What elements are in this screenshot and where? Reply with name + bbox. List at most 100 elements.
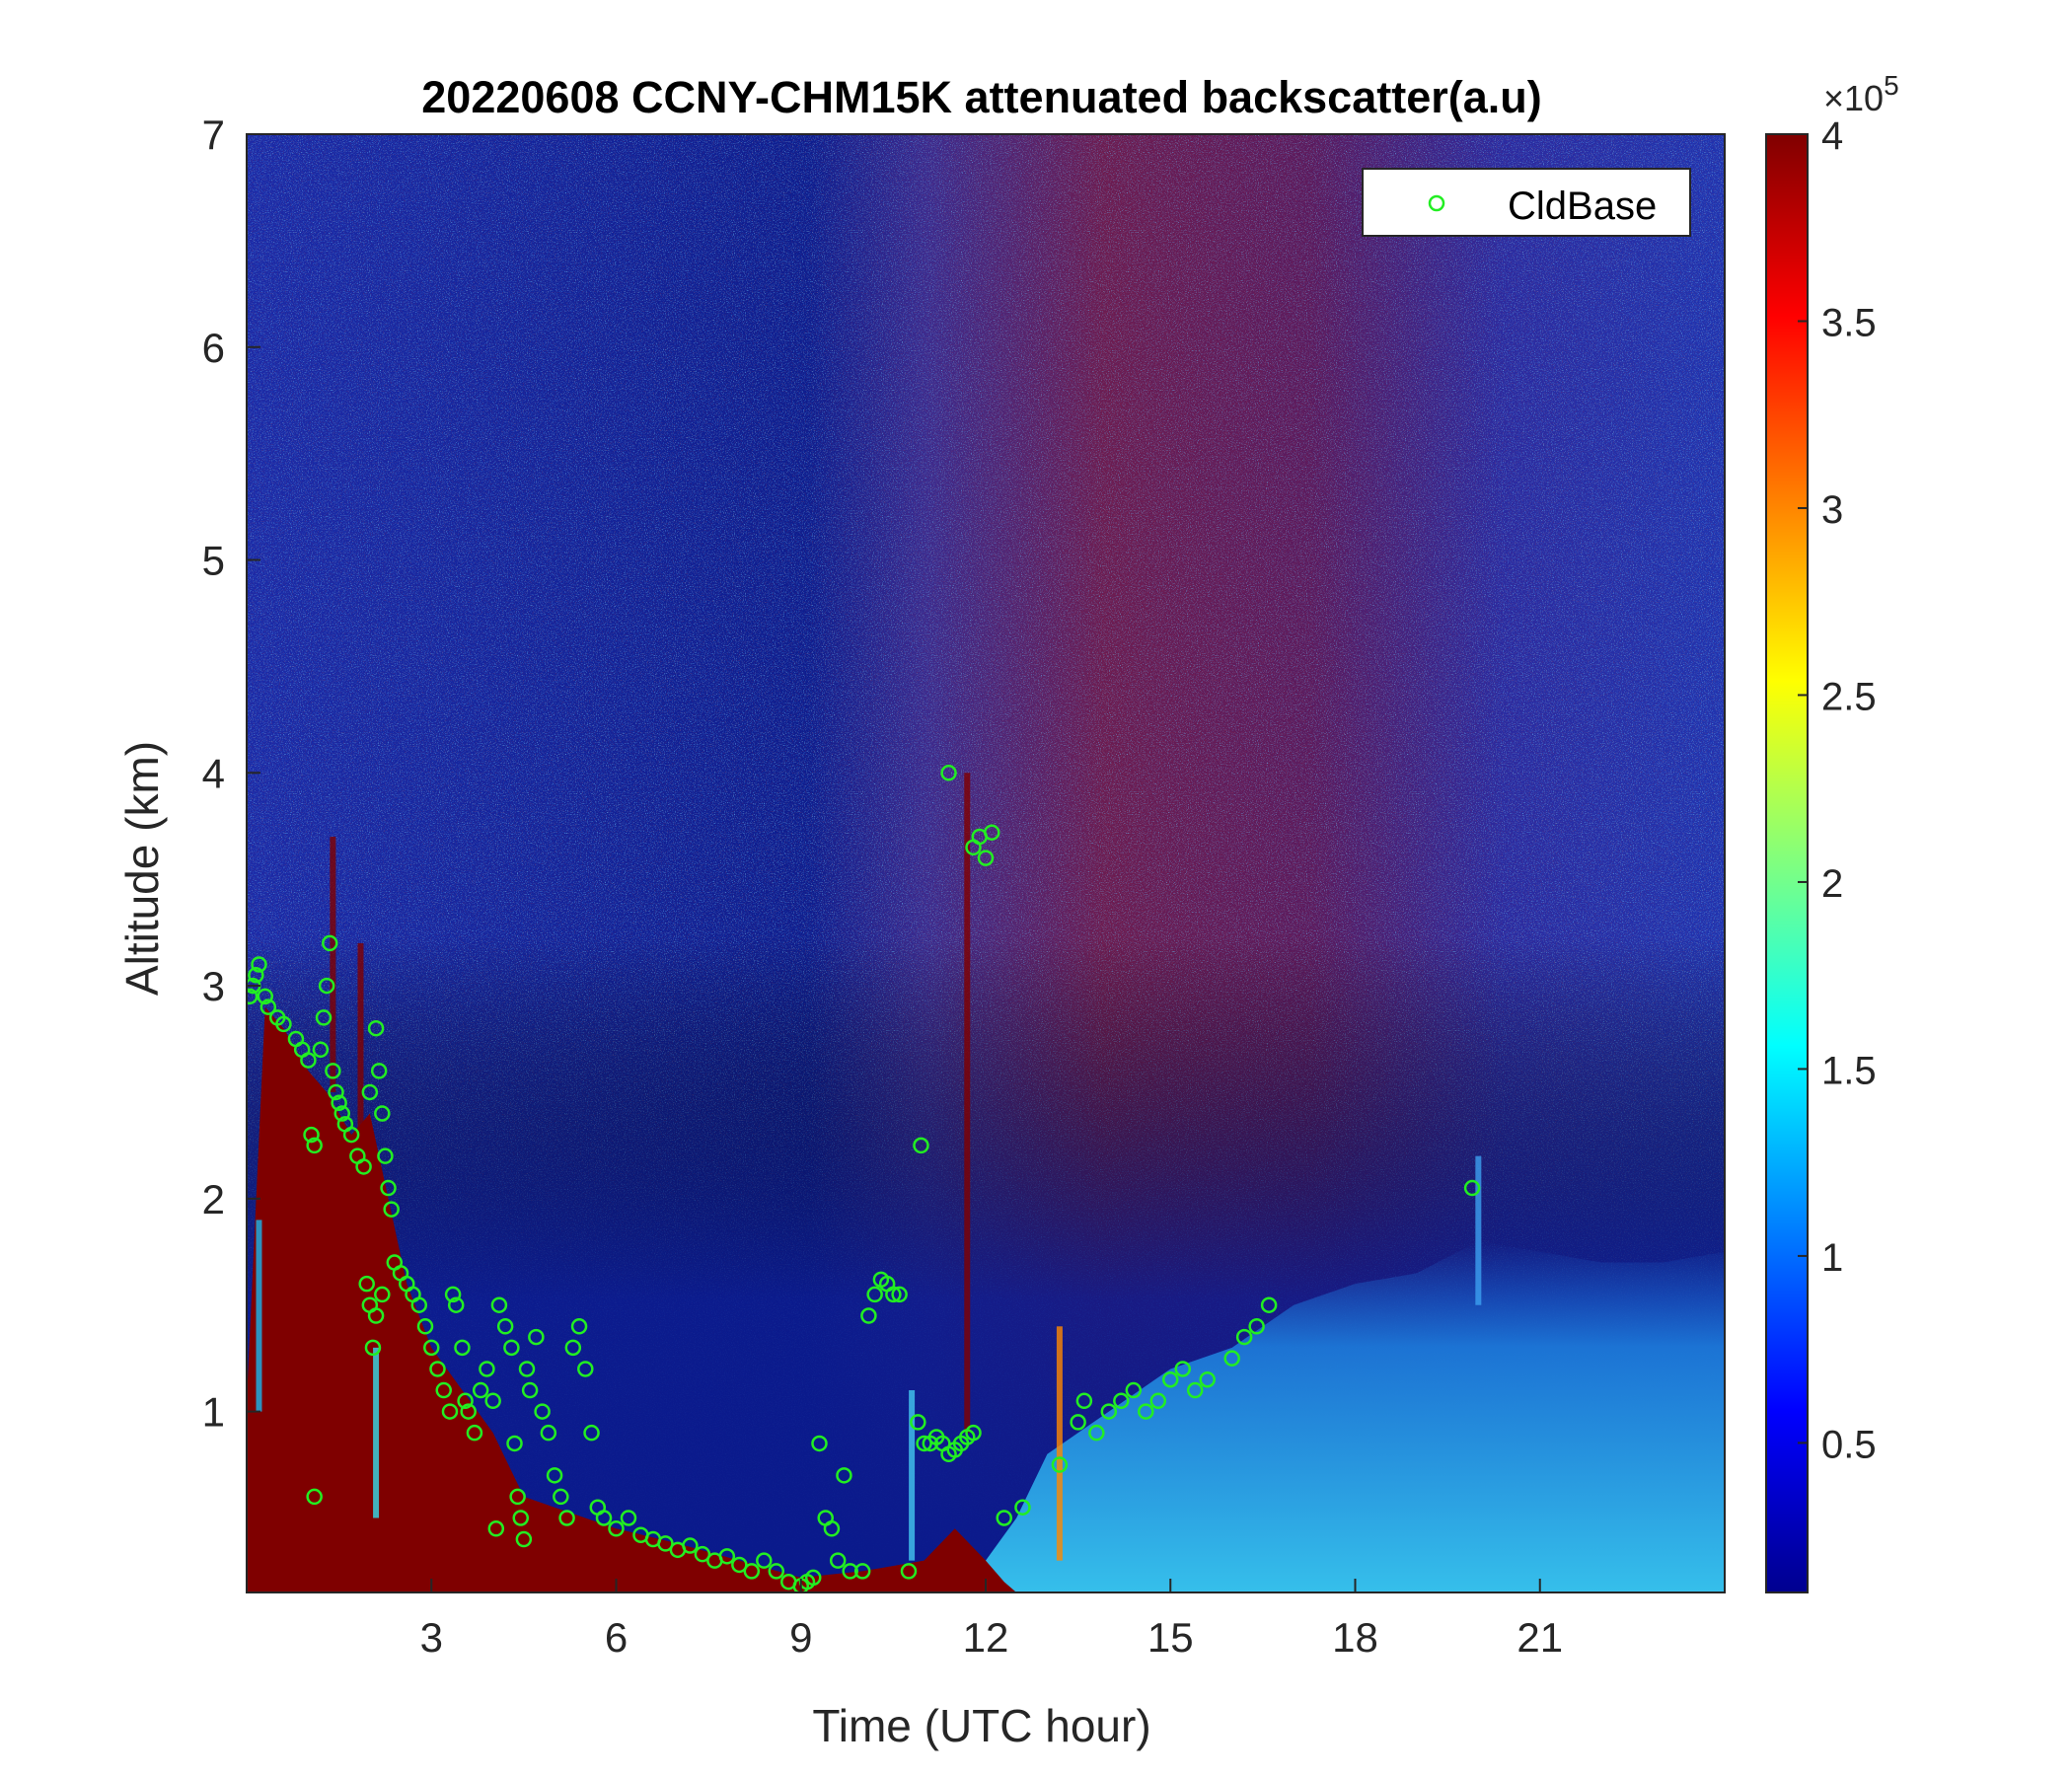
cldbase-point xyxy=(853,1563,871,1580)
cldbase-point xyxy=(1235,1328,1253,1346)
cldbase-point xyxy=(466,1424,483,1442)
cldbase-point xyxy=(885,1286,902,1303)
cldbase-point xyxy=(312,1041,330,1059)
cldbase-point xyxy=(553,1488,569,1506)
cldbase-point xyxy=(506,1435,523,1452)
cldbase-point xyxy=(1186,1381,1204,1399)
cldbase-point xyxy=(503,1339,520,1357)
cldbase-point xyxy=(247,988,259,1005)
y-tick-label: 3 xyxy=(202,963,225,1009)
cldbase-point xyxy=(842,1563,858,1580)
cldbase-point xyxy=(570,1318,588,1335)
cldbase-point xyxy=(447,1296,465,1313)
colorbar-tick-label: 1 xyxy=(1821,1236,1843,1280)
cldbase-point xyxy=(355,1158,372,1175)
cldbase-point xyxy=(512,1510,530,1526)
y-tick-label: 6 xyxy=(202,325,225,371)
cldbase-point xyxy=(811,1435,828,1452)
cldbase-point xyxy=(435,1381,452,1399)
heatmap-boundary-layer-red xyxy=(247,1006,1017,1592)
heatmap-streak xyxy=(330,837,336,1092)
cldbase-point xyxy=(380,1179,397,1197)
y-tick-label: 1 xyxy=(202,1389,225,1436)
cldbase-point xyxy=(367,1307,385,1324)
cldbase-point xyxy=(540,1424,557,1442)
cldbase-point xyxy=(331,1094,347,1111)
cldbase-point xyxy=(416,1318,434,1335)
y-tick-label: 2 xyxy=(202,1176,225,1222)
cldbase-point xyxy=(718,1548,736,1565)
cldbase-point xyxy=(325,1063,341,1079)
heatmap-streak xyxy=(1475,1155,1482,1305)
colorbar-tick-label: 2.5 xyxy=(1821,675,1877,718)
heatmap-streaks xyxy=(256,773,1482,1561)
cldbase-point xyxy=(515,1530,533,1548)
cldbase-point xyxy=(318,977,335,995)
cldbase-point xyxy=(534,1403,551,1420)
cldbase-point xyxy=(694,1545,711,1563)
y-axis: 1 2 3 4 5 6 7 xyxy=(202,111,260,1436)
cldbase-point xyxy=(768,1563,785,1580)
cldbase-point xyxy=(275,1015,292,1033)
cldbase-point xyxy=(866,1286,883,1303)
cldbase-point xyxy=(1138,1403,1154,1420)
cldbase-point xyxy=(528,1328,545,1346)
cldbase-point xyxy=(521,1381,539,1399)
cldbase-point xyxy=(1088,1424,1105,1442)
legend: CldBase xyxy=(1362,168,1691,237)
cldbase-point xyxy=(731,1556,748,1574)
x-tick-label: 12 xyxy=(963,1614,1009,1661)
cldbase-point xyxy=(1260,1296,1278,1313)
cldbase-point xyxy=(1463,1179,1481,1197)
cldbase-point xyxy=(429,1361,446,1377)
cldbase-point xyxy=(300,1052,317,1069)
heatmap-streak xyxy=(357,942,364,1136)
cldbase-point xyxy=(333,1105,350,1122)
cldbase-point xyxy=(996,1510,1012,1526)
colorbar-ticks: 0.5 1 1.5 2 2.5 3 3.5 4 xyxy=(1798,114,1877,1466)
heatmap-streak xyxy=(1056,1326,1063,1561)
cldbase-point xyxy=(361,1083,379,1101)
cldbase-point xyxy=(441,1403,459,1420)
cldbase-point xyxy=(900,1563,918,1580)
colorbar: 0.5 1 1.5 2 2.5 3 3.5 4 ×105 xyxy=(1765,70,1899,1593)
cldbase-point xyxy=(306,1137,323,1154)
cldbase-point xyxy=(248,967,264,984)
cldbase-point xyxy=(546,1467,563,1484)
plot-area xyxy=(247,134,1725,1592)
x-axis-label: Time (UTC hour) xyxy=(812,1700,1150,1751)
colorbar-tick-label: 4 xyxy=(1821,114,1843,158)
cldbase-point xyxy=(1248,1318,1265,1335)
cldbase-point xyxy=(1051,1456,1069,1473)
cldbase-point xyxy=(977,850,995,866)
cldbase-point xyxy=(460,1403,477,1420)
cldbase-point xyxy=(370,1063,388,1079)
x-tick-label: 21 xyxy=(1517,1614,1563,1661)
x-axis: 3 6 9 12 15 18 21 xyxy=(420,1579,1563,1661)
cldbase-point xyxy=(484,1392,501,1410)
x-tick-label: 18 xyxy=(1332,1614,1378,1661)
colorbar-tick-label: 0.5 xyxy=(1821,1423,1877,1466)
cldbase-point xyxy=(342,1126,360,1144)
cldbase-point xyxy=(303,1126,320,1144)
cldbase-point xyxy=(490,1296,508,1313)
cldbase-point xyxy=(608,1520,625,1537)
x-tick-label: 15 xyxy=(1147,1614,1194,1661)
cldbase-point xyxy=(1149,1392,1167,1410)
cldbase-point xyxy=(367,1019,385,1037)
cldbase-point xyxy=(620,1510,637,1526)
cldbase-point xyxy=(804,1569,822,1587)
cldbase-point xyxy=(1174,1361,1191,1377)
colorbar-tick-label: 2 xyxy=(1821,862,1843,906)
y-axis-label: Altitude (km) xyxy=(116,741,168,996)
legend-box xyxy=(1362,168,1691,237)
cldbase-point xyxy=(829,1552,847,1569)
heatmap-boundary-layer-cyan xyxy=(986,1240,1725,1592)
heatmap-streak xyxy=(256,1220,262,1412)
cldbase-point xyxy=(518,1361,536,1377)
cldbase-point xyxy=(457,1392,474,1410)
cldbase-point xyxy=(836,1467,852,1484)
y-tick-label: 4 xyxy=(202,750,225,796)
cldbase-point xyxy=(916,1435,932,1452)
